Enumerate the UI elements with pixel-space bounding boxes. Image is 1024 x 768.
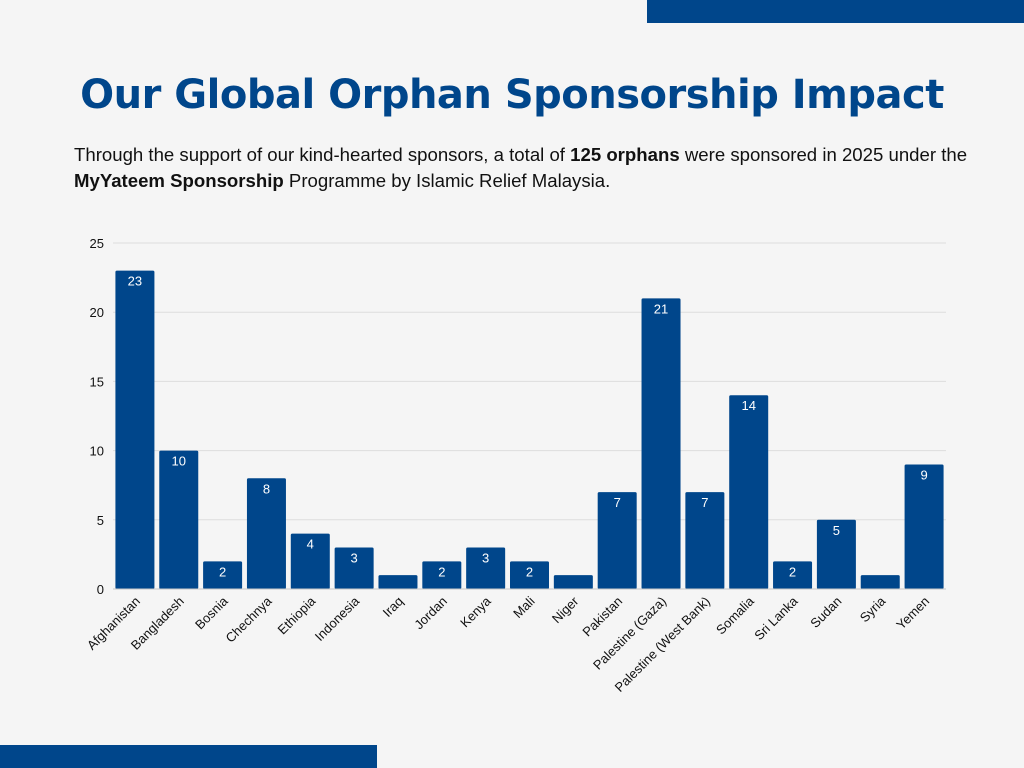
x-tick-label: Yemen [893,594,932,633]
bar-value-label: 23 [128,274,142,289]
y-tick-label: 20 [90,305,104,320]
top-accent-bar [647,0,1024,23]
bar-value-label: 7 [701,495,708,510]
bar-value-label: 4 [307,537,314,552]
bar-value-label: 2 [219,564,226,579]
bar [773,561,813,589]
bar [422,561,462,589]
x-tick-label: Sri Lanka [751,593,801,643]
bar-value-label: 2 [526,564,533,579]
bar-value-label: 3 [351,550,358,565]
bar-value-label: 21 [654,301,668,316]
bar-chart: 051015202523Afghanistan10Bangladesh2Bosn… [84,236,946,695]
bar [860,575,900,589]
bar [159,450,199,589]
bar [816,519,856,589]
subtitle-text-2: were sponsored in 2025 under the [679,144,968,165]
bar [510,561,549,589]
bar [685,492,725,589]
y-tick-label: 25 [90,236,104,251]
x-tick-label: Kenya [457,593,494,630]
bar-value-label: 5 [833,523,840,538]
bar [466,547,506,589]
x-tick-label: Syria [857,593,889,625]
subtitle-text-1: Through the support of our kind-hearted … [74,144,571,165]
bar [597,492,637,589]
x-tick-label: Iraq [380,594,406,620]
bar [115,270,155,589]
bar [378,575,418,589]
y-tick-label: 0 [97,582,104,597]
subtitle-text-3: Programme by Islamic Relief Malaysia. [283,170,611,191]
bar-value-label: 2 [438,564,445,579]
y-tick-label: 10 [90,444,104,459]
bottom-accent-bar [0,745,377,768]
x-tick-label: Ethiopia [275,593,319,637]
bar [553,575,593,589]
bar [246,478,286,589]
subtitle-programme-name: MyYateem Sponsorship [74,170,284,191]
bar-value-label: 14 [741,398,755,413]
bar-value-label: 8 [263,481,270,496]
bar [904,464,944,589]
bar-value-label: 2 [789,564,796,579]
bar-value-label: 9 [920,467,927,482]
page-title: Our Global Orphan Sponsorship Impact [80,72,944,118]
y-tick-label: 15 [90,374,104,389]
x-tick-label: Niger [549,593,582,626]
subtitle-orphan-count: 125 orphans [570,144,680,165]
bar [334,547,374,589]
x-tick-label: Mali [510,593,538,621]
bar-value-label: 3 [482,550,489,565]
bar [729,395,769,589]
bar [290,533,330,589]
bar [641,298,681,589]
bar [203,561,243,589]
x-tick-label: Indonesia [312,593,363,644]
bar-value-label: 10 [172,454,186,469]
x-tick-label: Bosnia [192,593,231,632]
page-subtitle: Through the support of our kind-hearted … [74,142,974,194]
x-tick-label: Chechnya [223,593,276,646]
x-tick-label: Sudan [807,594,844,631]
x-tick-label: Somalia [713,593,757,637]
bar-value-label: 7 [614,495,621,510]
x-tick-label: Jordan [411,594,450,633]
y-tick-label: 5 [97,513,104,528]
